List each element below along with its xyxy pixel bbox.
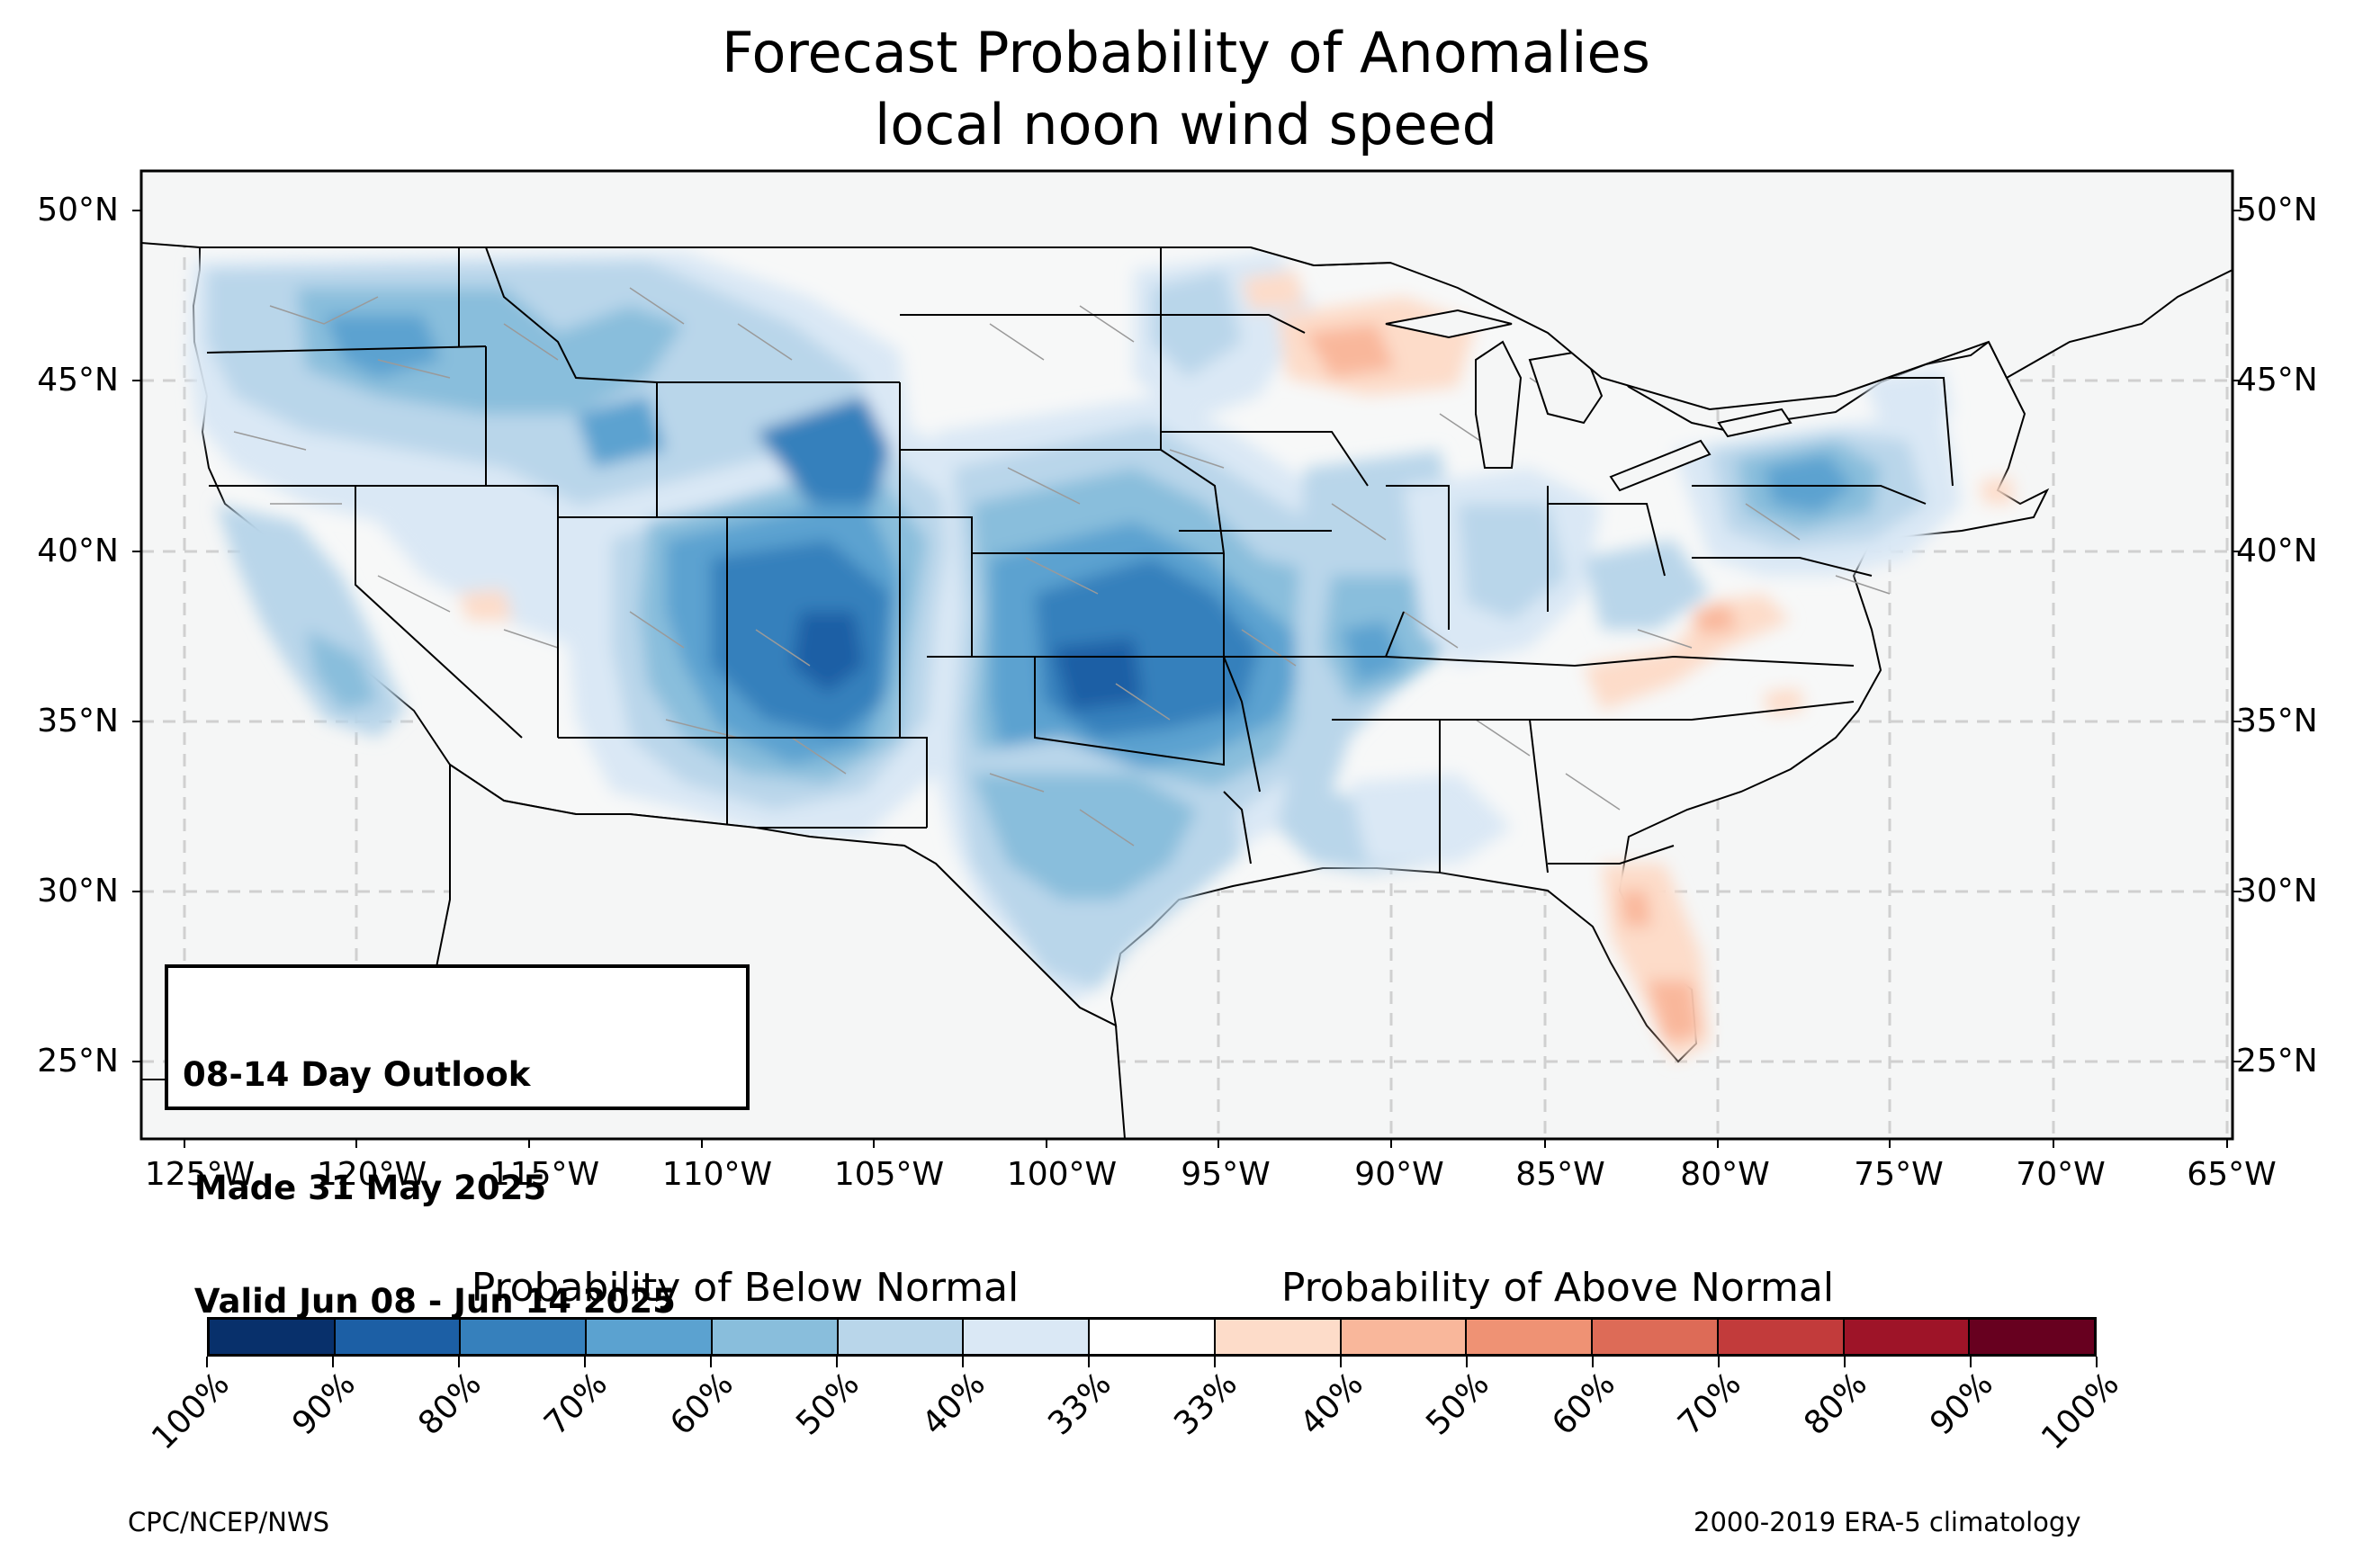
lat-label-left: 40°N (37, 533, 119, 569)
county-borders (233, 287, 1891, 847)
colorbar-segment (1465, 1320, 1592, 1354)
colorbar-tick (1466, 1357, 1468, 1367)
lon-label: 90°W (1354, 1156, 1444, 1193)
colorbar-segment (210, 1320, 334, 1354)
colorbar-segment (1339, 1320, 1466, 1354)
canada-region (141, 171, 2233, 411)
colorbar-tick (1970, 1357, 1972, 1367)
lat-label-left: 25°N (37, 1043, 119, 1080)
colorbar-tick (332, 1357, 334, 1367)
colorbar-segment (1842, 1320, 1969, 1354)
lon-label: 120°W (316, 1156, 427, 1193)
lat-label-right: 35°N (2236, 703, 2318, 739)
chart-title-line-1: Forecast Probability of Anomalies (722, 20, 1650, 85)
lat-label-right: 25°N (2236, 1043, 2318, 1080)
colorbar-segment (1088, 1320, 1214, 1354)
outlook-title: 08-14 Day Outlook (183, 1055, 531, 1094)
colorbar-segment (962, 1320, 1089, 1354)
lon-label: 75°W (1854, 1156, 1944, 1193)
lon-label: 95°W (1181, 1156, 1271, 1193)
lat-label-left: 45°N (37, 362, 119, 399)
lat-label-right: 40°N (2236, 533, 2318, 569)
credit-left: CPC/NCEP/NWS (128, 1507, 330, 1537)
outlook-info-box: 08-14 Day Outlook Made 31 May 2025 Valid… (165, 964, 750, 1321)
colorbar-tick (1592, 1357, 1594, 1367)
colorbar-below-label: Probability of Below Normal (471, 1265, 1020, 1311)
lon-label: 80°W (1680, 1156, 1770, 1193)
colorbar-above-label: Probability of Above Normal (1280, 1265, 1835, 1311)
colorbar-segment (836, 1320, 963, 1354)
chart-title-line-2: local noon wind speed (875, 92, 1497, 157)
colorbar-segment (585, 1320, 711, 1354)
anomaly-shading (189, 252, 2014, 1062)
lat-label-right: 30°N (2236, 873, 2318, 909)
lon-label: 105°W (833, 1156, 945, 1193)
lat-label-right: 50°N (2236, 192, 2318, 228)
lon-label: 125°W (144, 1156, 256, 1193)
great-lakes (1385, 309, 1792, 492)
colorbar-segment (710, 1320, 837, 1354)
colorbar-segment (1716, 1320, 1843, 1354)
lat-label-left: 50°N (37, 192, 119, 228)
colorbar-tick (458, 1357, 460, 1367)
colorbar-tick (1718, 1357, 1720, 1367)
colorbar-segment (459, 1320, 586, 1354)
colorbar-tick (1214, 1357, 1216, 1367)
lon-label: 115°W (489, 1156, 600, 1193)
colorbar-segment (1591, 1320, 1717, 1354)
colorbar-segment (333, 1320, 460, 1354)
colorbar-segment (1968, 1320, 2095, 1354)
lon-label: 100°W (1006, 1156, 1118, 1193)
lat-label-left: 30°N (37, 873, 119, 909)
lon-label: 65°W (2187, 1156, 2277, 1193)
colorbar (207, 1317, 2097, 1357)
colorbar-tick (206, 1357, 208, 1367)
credit-right: 2000-2019 ERA-5 climatology (1694, 1507, 2081, 1537)
outlook-valid-range: Valid Jun 08 - Jun 14 2025 (183, 1282, 676, 1321)
colorbar-tick (2096, 1357, 2098, 1367)
colorbar-tick (1340, 1357, 1342, 1367)
map-frame (139, 169, 2234, 1141)
colorbar-segment (1213, 1320, 1340, 1354)
lon-label: 85°W (1515, 1156, 1605, 1193)
lat-label-right: 45°N (2236, 362, 2318, 399)
lon-label: 70°W (2016, 1156, 2106, 1193)
colorbar-tick (710, 1357, 712, 1367)
colorbar-tick (1844, 1357, 1846, 1367)
outlook-made-date: Made 31 May 2025 (183, 1169, 547, 1207)
colorbar-tick (836, 1357, 838, 1367)
colorbar-tick (962, 1357, 964, 1367)
colorbar-tick (1088, 1357, 1090, 1367)
colorbar-tick (584, 1357, 586, 1367)
lat-label-left: 35°N (37, 703, 119, 739)
lon-label: 110°W (661, 1156, 773, 1193)
axis-ticks (132, 210, 2242, 1148)
